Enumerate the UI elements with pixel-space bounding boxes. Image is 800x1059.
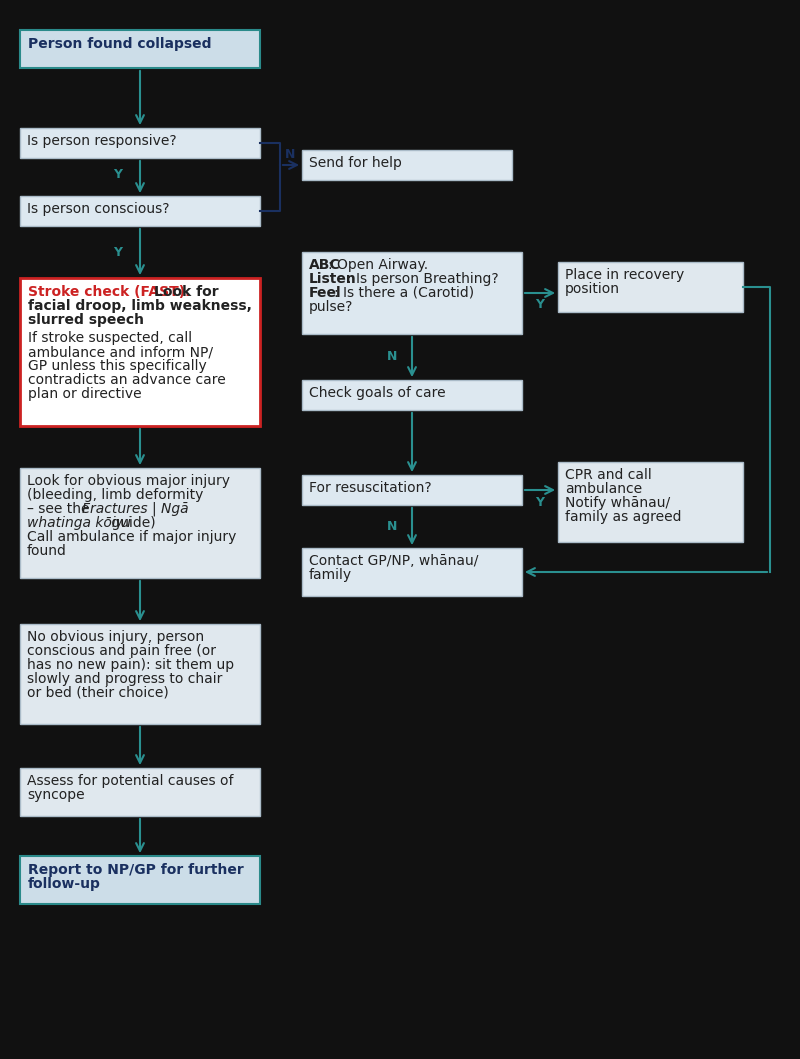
Text: whatinga kōiwi: whatinga kōiwi xyxy=(27,516,131,530)
Text: Call ambulance if major injury: Call ambulance if major injury xyxy=(27,530,236,544)
Text: position: position xyxy=(565,282,620,297)
Text: has no new pain): sit them up: has no new pain): sit them up xyxy=(27,658,234,672)
Bar xyxy=(20,30,260,68)
Text: Contact GP/NP, whānau/: Contact GP/NP, whānau/ xyxy=(309,554,478,568)
Text: N: N xyxy=(387,521,397,534)
Text: GP unless this specifically: GP unless this specifically xyxy=(28,359,206,373)
Text: Check goals of care: Check goals of care xyxy=(309,385,446,400)
Bar xyxy=(302,475,522,505)
Text: For resuscitation?: For resuscitation? xyxy=(309,481,432,495)
Bar xyxy=(302,252,522,334)
Text: : Is person Breathing?: : Is person Breathing? xyxy=(347,272,498,286)
Text: guide): guide) xyxy=(107,516,156,530)
Text: contradicts an advance care: contradicts an advance care xyxy=(28,373,226,387)
Text: No obvious injury, person: No obvious injury, person xyxy=(27,630,204,644)
Bar xyxy=(558,262,743,312)
Text: Look for obvious major injury: Look for obvious major injury xyxy=(27,474,230,488)
Text: Look for: Look for xyxy=(154,285,218,299)
Text: Stroke check (FAST).: Stroke check (FAST). xyxy=(28,285,195,299)
Text: Listen: Listen xyxy=(309,272,357,286)
Text: : Is there a (Carotid): : Is there a (Carotid) xyxy=(334,286,474,300)
Text: (bleeding, limb deformity: (bleeding, limb deformity xyxy=(27,488,203,502)
Text: pulse?: pulse? xyxy=(309,300,354,315)
Text: facial droop, limb weakness,: facial droop, limb weakness, xyxy=(28,299,252,313)
Bar xyxy=(20,468,260,578)
Text: ambulance and inform NP/: ambulance and inform NP/ xyxy=(28,345,213,359)
Bar xyxy=(20,768,260,816)
Bar xyxy=(302,150,512,180)
Bar xyxy=(20,856,260,904)
Text: N: N xyxy=(285,148,295,162)
Text: Y: Y xyxy=(114,168,122,181)
Text: conscious and pain free (or: conscious and pain free (or xyxy=(27,644,216,658)
Bar xyxy=(20,128,260,158)
Bar xyxy=(558,462,743,542)
Text: slowly and progress to chair: slowly and progress to chair xyxy=(27,672,222,686)
Text: Y: Y xyxy=(114,246,122,258)
Text: plan or directive: plan or directive xyxy=(28,387,142,401)
Text: family: family xyxy=(309,568,352,582)
Text: Send for help: Send for help xyxy=(309,156,402,170)
Text: Feel: Feel xyxy=(309,286,342,300)
Text: family as agreed: family as agreed xyxy=(565,510,682,524)
Text: ABC: ABC xyxy=(309,258,341,272)
Text: Report to NP/GP for further: Report to NP/GP for further xyxy=(28,863,244,877)
Text: Assess for potential causes of: Assess for potential causes of xyxy=(27,774,234,788)
Text: ambulance: ambulance xyxy=(565,482,642,496)
Text: or bed (their choice): or bed (their choice) xyxy=(27,686,169,700)
Text: syncope: syncope xyxy=(27,788,85,802)
Text: Place in recovery: Place in recovery xyxy=(565,268,684,282)
Text: – see the: – see the xyxy=(27,502,94,516)
Text: Person found collapsed: Person found collapsed xyxy=(28,37,211,51)
Text: Y: Y xyxy=(535,496,545,508)
Text: slurred speech: slurred speech xyxy=(28,313,144,327)
Text: Fractures | Ngā: Fractures | Ngā xyxy=(82,502,189,517)
Text: Is person responsive?: Is person responsive? xyxy=(27,134,177,148)
Text: found: found xyxy=(27,544,67,558)
Text: N: N xyxy=(387,351,397,363)
Text: Y: Y xyxy=(535,299,545,311)
Text: follow-up: follow-up xyxy=(28,877,101,891)
Bar xyxy=(20,624,260,724)
Bar xyxy=(20,279,260,426)
Bar xyxy=(20,196,260,226)
Text: If stroke suspected, call: If stroke suspected, call xyxy=(28,331,192,345)
Text: CPR and call: CPR and call xyxy=(565,468,652,482)
Bar xyxy=(302,380,522,410)
Text: : Open Airway.: : Open Airway. xyxy=(328,258,428,272)
Text: Notify whānau/: Notify whānau/ xyxy=(565,496,670,510)
Bar xyxy=(302,548,522,596)
Text: Is person conscious?: Is person conscious? xyxy=(27,202,170,216)
